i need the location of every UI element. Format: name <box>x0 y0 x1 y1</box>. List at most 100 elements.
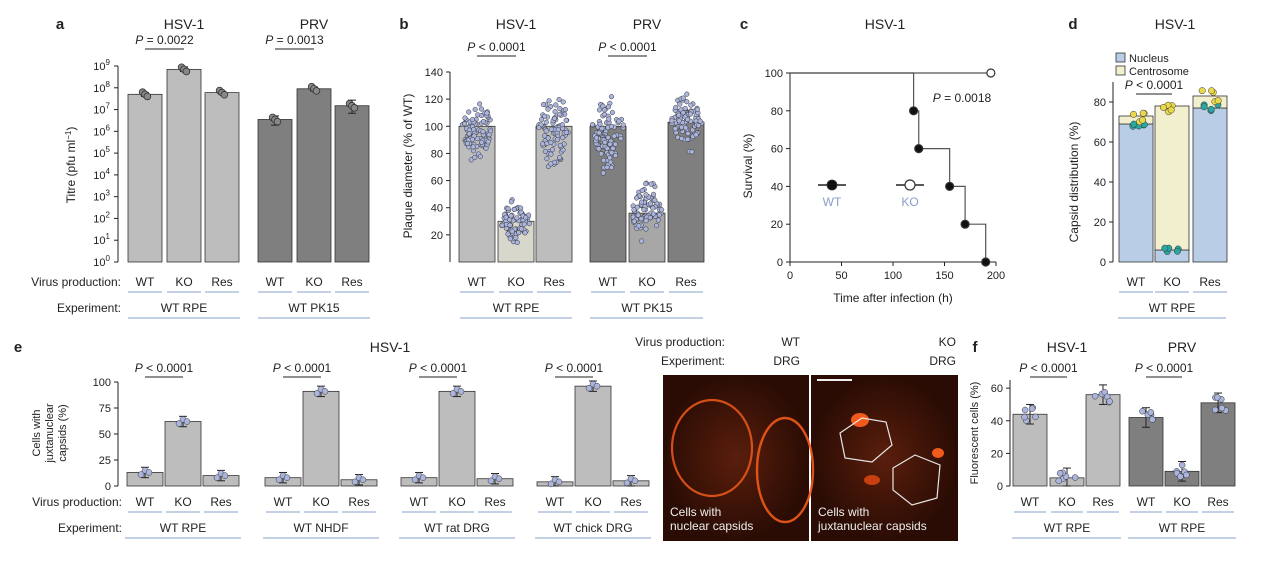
panel-a-pval-0-p: P <box>135 33 143 47</box>
panel-f-vp-wt: WT <box>1021 495 1040 509</box>
panel-b-point <box>652 197 658 203</box>
panel-b-point <box>694 106 700 112</box>
panel-c-x-tick-label: 0 <box>787 270 793 282</box>
panel-f-point <box>1214 394 1221 401</box>
panel-e-vp-res: Res <box>484 495 505 509</box>
panel-b-point <box>648 181 654 187</box>
panel-b-pval-1-rest: < 0.0001 <box>606 40 657 54</box>
panel-b-pval-1: P < 0.0001 <box>598 40 657 54</box>
panel-a-y-tick-label: 104 <box>93 167 110 182</box>
panel-c-legend-wt: WT <box>823 195 842 209</box>
panel-b-point <box>616 118 622 124</box>
panel-b-point <box>608 164 615 171</box>
panel-e-vp-wt: WT <box>410 495 429 509</box>
panel-e-pval-3-p: P <box>545 361 553 375</box>
panel-b-point <box>612 141 618 147</box>
panel-c-y-tick-label: 0 <box>777 257 783 269</box>
micro-vp-label: Virus production: <box>635 335 725 349</box>
panel-a-vp-label: Virus production: <box>31 275 121 289</box>
panel-b-vp-res: Res <box>675 275 696 289</box>
panel-d-point-centrosome <box>1167 106 1175 114</box>
panel-b-point <box>499 222 505 228</box>
panel-b-vp-wt: WT <box>599 275 618 289</box>
panel-a-y-tick-label: 105 <box>93 145 110 160</box>
panel-a-y-tick-exp: 1 <box>106 232 111 241</box>
panel-a-exp-label: Experiment: <box>57 301 121 315</box>
panel-b-pval-0: P < 0.0001 <box>467 40 526 54</box>
panel-d-y-tick-label: 40 <box>1094 177 1106 189</box>
panel-a-pval-1: P = 0.0013 <box>265 33 324 47</box>
panel-b-point <box>540 101 546 108</box>
panel-e-point <box>593 382 601 390</box>
panel-f-point <box>1032 413 1039 421</box>
panel-d-title: HSV-1 <box>1155 16 1196 32</box>
panel-f-point <box>1147 409 1155 416</box>
panel-b-point <box>542 148 548 154</box>
panel-a-y-tick-exp: 6 <box>106 123 111 132</box>
panel-b-point <box>602 139 608 145</box>
panel-f-point <box>1149 416 1156 423</box>
panel-a-y-tick-exp: 7 <box>106 102 111 111</box>
panel-d-y-tick-label: 80 <box>1094 97 1106 109</box>
panel-e-experiment-2: WT rat DRG <box>424 521 490 535</box>
panel-b-point <box>676 112 682 118</box>
panel-b-point <box>548 151 554 157</box>
panel-c-line-wt <box>790 72 987 262</box>
panel-b-bar <box>667 121 705 263</box>
panel-e-point <box>313 390 321 397</box>
panel-a-point <box>273 117 282 126</box>
panel-e-ylabel-line: juxtanuclear <box>44 403 56 464</box>
panel-c-legend-ko-marker <box>904 179 916 191</box>
panel-e-title: HSV-1 <box>370 339 411 355</box>
panel-b-point <box>557 105 563 112</box>
panel-b-point <box>605 134 611 141</box>
panel-a-ylabel-end: ) <box>64 127 78 131</box>
panel-a-y-tick-label: 103 <box>93 189 110 204</box>
panel-f-point <box>1177 473 1184 480</box>
panel-f-pval-0: P < 0.0001 <box>1019 361 1078 375</box>
panel-b-point <box>689 149 695 155</box>
panel-e-y-tick-label: 0 <box>105 481 111 493</box>
panel-b-point <box>548 126 554 132</box>
panel-d-bar-nucleus <box>1154 249 1190 263</box>
panel-b-point <box>687 111 694 117</box>
panel-c-y-tick-label: 20 <box>771 219 783 231</box>
panel-c-point-ko <box>986 68 996 78</box>
panel-b-point <box>480 129 486 135</box>
panel-b-point <box>472 154 478 161</box>
panel-b-point <box>697 118 703 124</box>
panel-e-point <box>457 388 465 395</box>
panel-e-vp-res: Res <box>620 495 641 509</box>
panel-b-point <box>480 118 487 125</box>
micro-left-caption: Cells with <box>670 505 721 519</box>
panel-b-y-tick-label: 140 <box>425 67 443 79</box>
panel-e-point <box>221 472 229 479</box>
panel-e-pval-0-p: P <box>135 361 143 375</box>
panel-f-y-tick-label: 60 <box>991 383 1003 395</box>
panel-b-point <box>464 140 471 147</box>
panel-e-point <box>321 388 329 395</box>
panel-b-point <box>553 102 559 108</box>
panel-e-point <box>183 418 191 425</box>
panel-b-point <box>602 107 608 113</box>
panel-b-point <box>600 170 606 176</box>
panel-b-point <box>655 217 661 223</box>
panel-b-point <box>559 122 565 128</box>
panel-b-point <box>526 221 532 227</box>
panel-a-point <box>220 90 229 99</box>
panel-b-point <box>684 91 690 97</box>
panel-a-vp-res: Res <box>341 275 362 289</box>
panel-b-point <box>654 222 660 229</box>
panel-a-y-tick-label: 106 <box>93 123 110 138</box>
panel-e-letter: e <box>14 339 22 356</box>
panel-b-point <box>597 121 603 127</box>
panel-e-vp-ko: KO <box>312 495 329 509</box>
panel-c-pval-rest: = 0.0018 <box>941 91 992 105</box>
panel-d-legend-centrosome: Centrosome <box>1129 66 1189 78</box>
micrograph-right <box>811 375 958 541</box>
panel-c-letter: c <box>740 16 748 33</box>
panel-a-y-tick-exp: 0 <box>106 254 111 263</box>
panel-e-point <box>623 479 631 487</box>
panel-b-point <box>631 218 637 224</box>
panel-b-point <box>650 211 656 217</box>
